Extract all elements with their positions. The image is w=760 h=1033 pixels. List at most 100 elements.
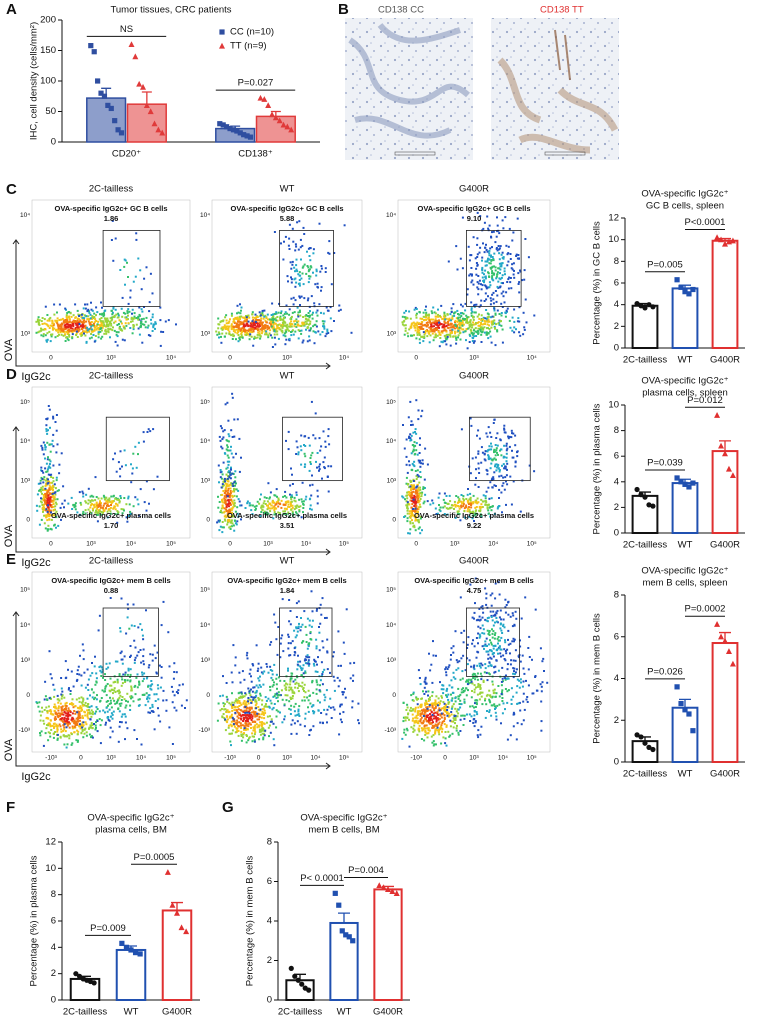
event-dot xyxy=(240,504,243,507)
event-dot xyxy=(302,265,305,268)
event-dot xyxy=(416,485,419,488)
event-dot xyxy=(126,727,129,730)
event-dot xyxy=(272,325,274,328)
flow-x-tick-label: 10⁴ xyxy=(488,541,498,548)
event-dot xyxy=(410,324,413,327)
event-dot xyxy=(86,310,89,313)
event-dot xyxy=(272,317,275,320)
event-dot xyxy=(57,709,60,712)
event-dot xyxy=(282,314,285,317)
event-dot xyxy=(266,512,268,515)
event-dot xyxy=(297,311,300,314)
event-dot xyxy=(89,495,92,498)
event-dot xyxy=(489,266,492,269)
event-dot xyxy=(96,694,98,697)
event-dot xyxy=(225,496,228,499)
event-dot xyxy=(513,269,515,272)
event-dot xyxy=(46,711,49,714)
event-dot xyxy=(132,326,135,329)
event-dot xyxy=(228,330,231,333)
event-dot xyxy=(115,333,118,336)
event-dot xyxy=(451,328,454,331)
event-dot xyxy=(478,317,481,320)
event-dot xyxy=(283,495,286,497)
event-dot xyxy=(289,325,292,328)
event-dot xyxy=(147,666,150,669)
event-dot xyxy=(43,503,46,506)
event-dot xyxy=(42,494,45,497)
data-point xyxy=(288,965,294,972)
event-dot xyxy=(312,248,315,251)
event-dot xyxy=(93,340,96,343)
event-dot xyxy=(468,333,471,336)
event-dot xyxy=(483,331,486,334)
event-dot xyxy=(455,495,458,497)
event-dot xyxy=(410,420,413,423)
event-dot xyxy=(137,503,140,506)
event-dot xyxy=(290,325,293,328)
event-dot xyxy=(518,331,521,334)
event-dot xyxy=(138,698,141,701)
event-dot xyxy=(114,497,117,500)
event-dot xyxy=(497,467,500,470)
event-dot xyxy=(110,324,113,327)
event-dot xyxy=(426,321,429,324)
event-dot xyxy=(477,429,480,432)
event-dot xyxy=(221,498,224,501)
event-dot xyxy=(42,496,45,499)
event-dot xyxy=(438,504,440,506)
event-dot xyxy=(87,320,90,323)
event-dot xyxy=(443,313,446,316)
event-dot xyxy=(45,698,48,701)
event-dot xyxy=(460,428,463,431)
event-dot xyxy=(129,656,131,658)
event-dot xyxy=(481,500,484,503)
gate-percentage: 3.51 xyxy=(280,521,295,530)
event-dot xyxy=(50,511,52,514)
event-dot xyxy=(89,724,92,727)
event-dot xyxy=(49,497,52,500)
event-dot xyxy=(485,333,488,336)
event-dot xyxy=(496,294,499,297)
event-dot xyxy=(440,304,443,307)
event-dot xyxy=(475,506,478,508)
event-dot xyxy=(305,314,308,316)
event-dot xyxy=(229,473,232,476)
event-dot xyxy=(57,712,60,715)
event-dot xyxy=(508,435,511,438)
event-dot xyxy=(419,515,422,518)
event-dot xyxy=(507,245,510,248)
y-tick-label: 2 xyxy=(267,955,272,966)
event-dot xyxy=(432,318,434,321)
event-dot xyxy=(318,465,321,468)
event-dot xyxy=(436,323,439,326)
event-dot xyxy=(447,320,449,323)
event-dot xyxy=(491,246,493,249)
event-dot xyxy=(91,507,94,510)
event-dot xyxy=(82,495,85,498)
event-dot xyxy=(54,711,57,714)
event-dot xyxy=(258,332,261,335)
event-dot xyxy=(408,460,410,463)
event-dot xyxy=(170,685,173,688)
event-dot xyxy=(260,332,263,335)
event-dot xyxy=(490,436,493,438)
event-dot xyxy=(484,495,487,498)
data-point xyxy=(119,940,125,946)
event-dot xyxy=(236,512,239,515)
event-dot xyxy=(48,480,50,483)
event-dot xyxy=(55,328,57,331)
event-dot xyxy=(283,512,286,515)
event-dot xyxy=(48,501,51,504)
event-dot xyxy=(486,215,489,218)
event-dot xyxy=(500,292,503,295)
x-tick-label: 2C-tailless xyxy=(623,355,668,366)
event-dot xyxy=(472,501,475,504)
event-dot xyxy=(313,302,316,305)
event-dot xyxy=(465,319,468,322)
error-bar xyxy=(719,440,731,452)
event-dot xyxy=(41,323,44,325)
event-dot xyxy=(295,491,298,494)
event-dot xyxy=(405,500,408,503)
data-point xyxy=(638,303,644,309)
